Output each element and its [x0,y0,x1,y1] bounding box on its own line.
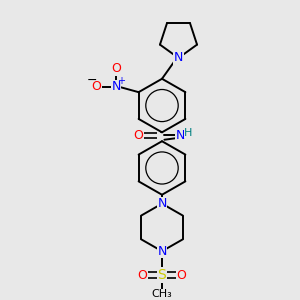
Text: O: O [111,62,121,75]
Text: +: + [117,76,125,86]
Text: N: N [157,245,167,258]
Text: −: − [87,74,98,87]
Text: N: N [174,52,183,64]
Text: O: O [138,268,147,281]
Text: N: N [111,80,121,93]
Text: N: N [175,129,185,142]
Text: O: O [177,268,186,281]
Text: N: N [157,197,167,210]
Text: H: H [184,128,193,138]
Text: O: O [92,80,102,93]
Text: S: S [158,268,166,282]
Text: O: O [133,129,143,142]
Text: CH₃: CH₃ [152,289,172,299]
